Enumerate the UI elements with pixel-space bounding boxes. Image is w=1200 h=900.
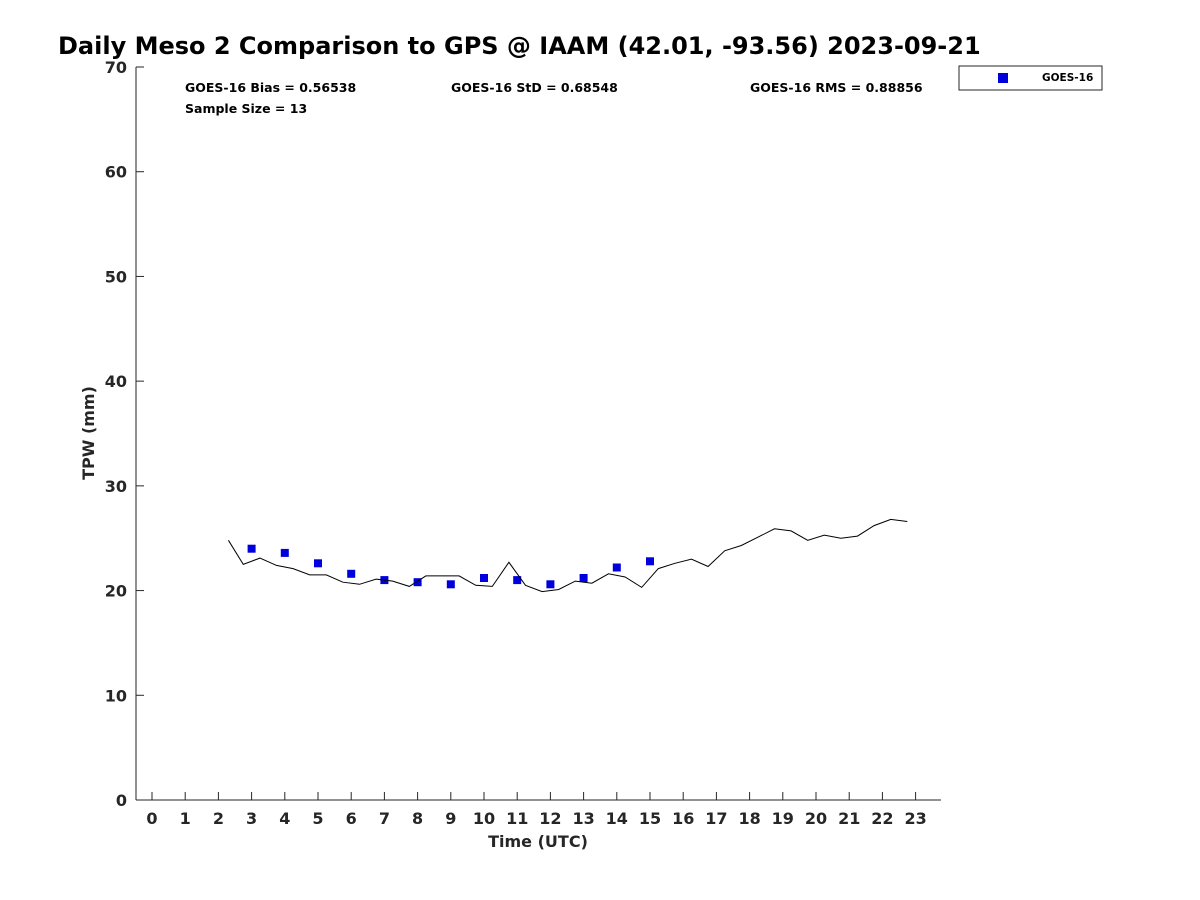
x-axis-label: Time (UTC) [488,832,588,851]
series-layer [227,518,908,593]
x-tick-label: 16 [672,809,694,828]
x-tick-label: 6 [346,809,357,828]
x-tick-label: 13 [572,809,594,828]
legend-box [958,65,1103,91]
x-tick-label: 9 [445,809,456,828]
x-axis-ticks: 0 1 2 3 4 5 6 7 8 9 10 11 12 13 14 15 16 17 18 19 20 21 22 23 [146,792,927,828]
plot-area [135,67,941,801]
goes16-point [546,580,555,589]
y-tick-label: 30 [105,477,127,496]
std-annotation: GOES-16 StD = 0.68548 [451,80,618,95]
x-tick-label: 0 [146,809,157,828]
x-tick-label: 1 [180,809,191,828]
x-tick-label: 17 [705,809,727,828]
x-tick-label: 7 [379,809,390,828]
goes16-point [513,576,522,585]
x-tick-label: 15 [639,809,661,828]
y-tick-label: 0 [116,791,127,810]
y-tick-label: 20 [105,582,127,601]
y-axis-label: TPW (mm) [79,386,98,480]
y-tick-label: 60 [105,163,127,182]
goes16-point [280,548,289,557]
x-tick-label: 19 [772,809,794,828]
goes16-point [446,580,455,589]
chart-title: Daily Meso 2 Comparison to GPS @ IAAM (4… [58,32,981,60]
legend-marker-goes16 [998,73,1008,83]
legend: GOES-16 [958,65,1103,91]
x-tick-label: 18 [738,809,760,828]
x-tick-label: 23 [904,809,926,828]
x-tick-label: 12 [539,809,561,828]
y-axis-ticks: 0 10 20 30 40 50 60 70 [105,58,144,810]
goes16-point [413,578,422,587]
goes16-point [314,559,322,568]
bias-annotation: GOES-16 Bias = 0.56538 [185,80,356,95]
x-tick-label: 3 [246,809,257,828]
y-tick-label: 50 [105,267,127,286]
x-tick-label: 20 [805,809,827,828]
goes16-point [579,574,588,582]
y-tick-label: 40 [105,372,127,391]
x-tick-label: 11 [506,809,528,828]
goes16-point [347,569,356,578]
gps-line [227,518,908,593]
x-tick-label: 8 [412,809,423,828]
legend-label-goes16: GOES-16 [1042,72,1093,84]
y-tick-label: 70 [105,58,127,77]
goes16-point [247,544,256,553]
x-tick-label: 22 [871,809,893,828]
x-tick-label: 4 [279,809,290,828]
x-tick-label: 10 [473,809,495,828]
goes16-point [612,563,621,572]
y-tick-label: 10 [105,686,127,705]
x-tick-label: 21 [838,809,860,828]
stats-annotations: GOES-16 Bias = 0.56538 GOES-16 StD = 0.6… [185,80,923,116]
sample-size-annotation: Sample Size = 13 [185,101,307,116]
x-tick-label: 14 [606,809,628,828]
goes16-point [480,574,488,582]
x-tick-label: 5 [312,809,323,828]
rms-annotation: GOES-16 RMS = 0.88856 [750,80,923,95]
goes16-point [646,557,654,566]
x-tick-label: 2 [213,809,224,828]
